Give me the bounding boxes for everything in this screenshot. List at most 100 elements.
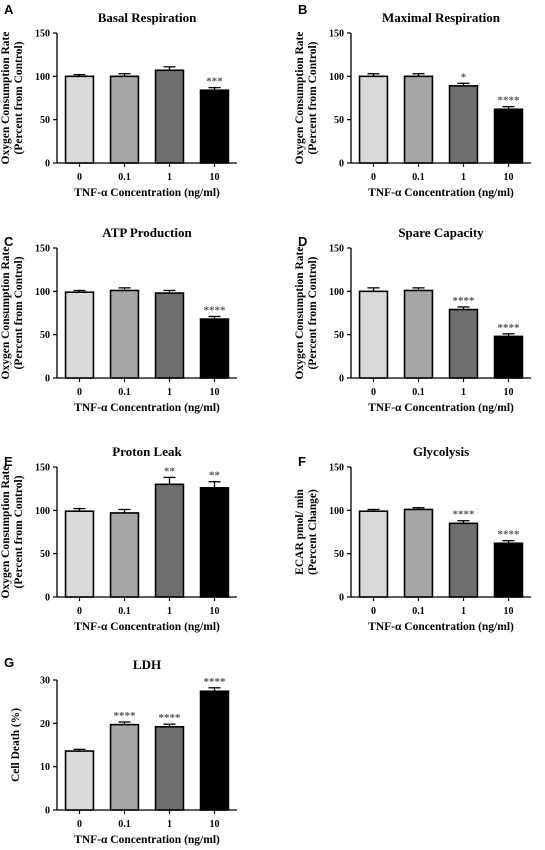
y-axis-label: Oxygen Consumption Rate [0, 247, 12, 380]
bar [109, 723, 140, 811]
y-axis-label: Oxygen Consumption Rate [294, 247, 306, 380]
bar [199, 486, 230, 598]
x-tick-label: 0 [371, 172, 376, 183]
y-axis-label: (Percent from Control) [13, 256, 25, 369]
x-tick-label: 10 [504, 387, 514, 398]
bar [109, 289, 140, 379]
chart-title: Proton Leak [112, 444, 182, 459]
panel-g: G LDH 0 10 20 30 0 0.1 **** 1 **** 10 **** TNF-α Conc… [4, 655, 237, 846]
bar [154, 725, 185, 811]
bar [403, 289, 434, 379]
bar [448, 308, 479, 379]
panel-e: E Proton Leak 0 50 100 150 0 0.1 1 ** 10 ** TNF-α Co… [0, 444, 237, 633]
bar [64, 750, 95, 811]
y-axis-label: Oxygen Consumption Rate [294, 32, 306, 165]
y-tick-label: 100 [35, 72, 50, 83]
x-tick-label: 1 [461, 172, 466, 183]
y-tick-label: 0 [339, 593, 344, 604]
x-tick-label: 0.1 [412, 606, 425, 617]
significance-label: ** [209, 470, 221, 482]
bar [199, 690, 230, 811]
y-tick-label: 100 [329, 72, 344, 83]
panel-letter: C [4, 234, 14, 249]
x-tick-label: 0.1 [118, 819, 131, 830]
x-tick-label: 0.1 [412, 172, 425, 183]
y-axis-label: Oxygen Consumption Rate [0, 32, 12, 165]
y-axis-label: (Percent from Control) [13, 41, 25, 154]
x-tick-label: 1 [167, 172, 172, 183]
y-tick-label: 50 [40, 115, 50, 126]
panel-letter: A [4, 2, 14, 17]
bar [403, 75, 434, 164]
x-tick-label: 10 [504, 606, 514, 617]
x-tick-label: 0.1 [412, 387, 425, 398]
y-tick-label: 50 [334, 115, 344, 126]
x-tick-label: 0 [77, 819, 82, 830]
y-axis-label: (Percent from Control) [307, 256, 319, 369]
significance-label: ** [164, 465, 176, 477]
y-tick-label: 0 [45, 159, 50, 170]
x-tick-label: 1 [167, 819, 172, 830]
x-tick-label: 0 [77, 606, 82, 617]
x-tick-label: 0 [77, 172, 82, 183]
panel-letter: E [4, 454, 13, 469]
y-tick-label: 150 [35, 463, 50, 474]
y-tick-label: 100 [35, 506, 50, 517]
y-tick-label: 0 [339, 159, 344, 170]
bar [493, 542, 524, 598]
significance-label: **** [159, 712, 182, 724]
y-tick-label: 50 [40, 330, 50, 341]
chart-title: Basal Respiration [98, 10, 197, 25]
y-tick-label: 150 [35, 29, 50, 40]
significance-label: **** [498, 95, 521, 107]
y-axis-label: (Percent from Control) [307, 41, 319, 154]
bar [358, 290, 389, 379]
y-tick-label: 100 [329, 287, 344, 298]
bar [64, 291, 95, 379]
y-tick-label: 10 [40, 762, 50, 773]
bar [199, 318, 230, 379]
bar [493, 335, 524, 379]
x-tick-label: 0.1 [118, 606, 131, 617]
x-tick-label: 0.1 [118, 387, 131, 398]
x-tick-label: 10 [210, 819, 220, 830]
x-axis-label: TNF-α Concentration (ng/ml) [74, 621, 220, 633]
bar [403, 508, 434, 598]
bar [109, 75, 140, 164]
significance-label: **** [114, 710, 137, 722]
y-tick-label: 0 [45, 593, 50, 604]
significance-label: **** [453, 509, 476, 521]
y-tick-label: 150 [35, 244, 50, 255]
chart-title: Glycolysis [413, 444, 469, 459]
bar [358, 510, 389, 598]
y-tick-label: 150 [329, 463, 344, 474]
y-axis-label: ECAR pmol/ min [294, 489, 306, 575]
panel-letter: F [298, 454, 306, 469]
panel-letter: G [4, 655, 14, 670]
bar [154, 292, 185, 379]
panel-c: C ATP Production 0 50 100 150 0 0.1 1 10 **** TNF-α… [0, 225, 237, 414]
panel-d: D Spare Capacity 0 50 100 150 0 0.1 1 **** 10 **** T… [294, 225, 531, 414]
y-tick-label: 50 [40, 549, 50, 560]
panel-f: F Glycolysis 0 50 100 150 0 0.1 1 **** 10 **** TNF-α… [294, 444, 531, 633]
bar [358, 75, 389, 164]
panel-b: B Maximal Respiration 0 50 100 150 0 0.1 1 * 10 ***… [294, 2, 531, 199]
x-axis-label: TNF-α Concentration (ng/ml) [74, 187, 220, 199]
x-tick-label: 0.1 [118, 172, 131, 183]
panel-letter: D [298, 234, 307, 249]
x-tick-label: 1 [167, 387, 172, 398]
x-tick-label: 10 [210, 172, 220, 183]
significance-label: * [461, 71, 467, 83]
panel-letter: B [298, 2, 307, 17]
y-tick-label: 20 [40, 719, 50, 730]
bar [448, 522, 479, 598]
x-tick-label: 1 [167, 606, 172, 617]
y-tick-label: 50 [334, 549, 344, 560]
x-axis-label: TNF-α Concentration (ng/ml) [368, 402, 514, 414]
significance-label: **** [453, 295, 476, 307]
y-tick-label: 30 [40, 676, 50, 687]
bar [199, 89, 230, 164]
x-tick-label: 0 [77, 387, 82, 398]
y-tick-label: 100 [329, 506, 344, 517]
